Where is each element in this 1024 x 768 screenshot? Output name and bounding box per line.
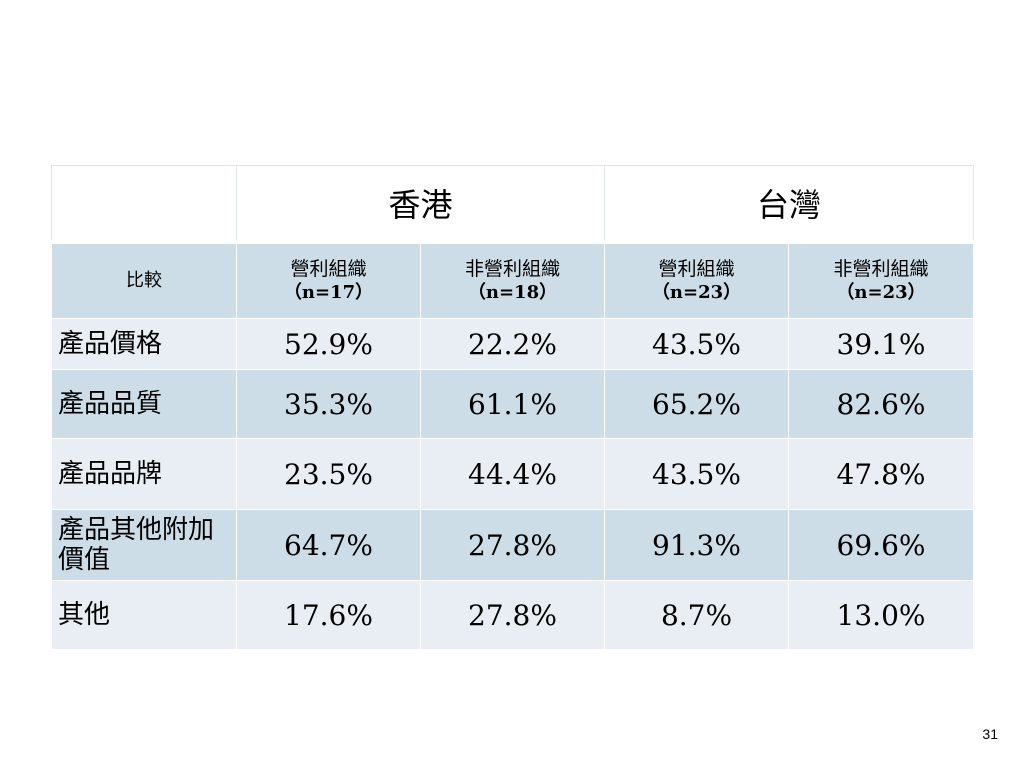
row-label: 產品品質 [51, 369, 237, 439]
region-taiwan: 台灣 [604, 165, 975, 243]
compare-label: 比較 [51, 240, 237, 319]
column-header: 營利組織 （n=23） [604, 240, 790, 319]
column-header-row: 比較 營利組織 （n=17） 非營利組織 （n=18） 營利組織 （n=23） … [51, 240, 975, 319]
row-label: 其他 [51, 580, 237, 650]
page-number: 31 [982, 726, 998, 742]
table-cell: 65.2% [604, 369, 790, 439]
region-hong-kong: 香港 [235, 165, 606, 243]
row-label: 產品其他附加價值 [51, 509, 237, 581]
table-row: 其他 17.6% 27.8% 8.7% 13.0% [51, 580, 975, 650]
column-header-label: 非營利組織 [833, 258, 929, 280]
table-cell: 47.8% [788, 438, 975, 510]
comparison-table: 香港 台灣 比較 營利組織 （n=17） 非營利組織 （n=18） 營利組織 （… [51, 165, 975, 650]
column-header-n: （n=18） [467, 282, 558, 303]
column-header: 非營利組織 （n=18） [419, 240, 606, 319]
corner-cell [51, 165, 237, 243]
table-cell: 43.5% [604, 438, 790, 510]
table-cell: 61.1% [419, 369, 606, 439]
table-cell: 39.1% [788, 318, 975, 370]
column-header-n: （n=23） [836, 282, 926, 303]
table-cell: 43.5% [604, 318, 790, 370]
table-cell: 27.8% [419, 580, 606, 650]
column-header-n: （n=23） [651, 282, 742, 303]
table-row: 產品其他附加價值 64.7% 27.8% 91.3% 69.6% [51, 509, 975, 581]
table-cell: 23.5% [236, 438, 421, 510]
table-cell: 91.3% [604, 509, 790, 581]
table-cell: 8.7% [604, 580, 790, 650]
table-row: 產品價格 52.9% 22.2% 43.5% 39.1% [51, 318, 975, 370]
table-cell: 52.9% [236, 318, 421, 370]
table-row: 產品品質 35.3% 61.1% 65.2% 82.6% [51, 369, 975, 439]
table-cell: 44.4% [419, 438, 606, 510]
table-row: 產品品牌 23.5% 44.4% 43.5% 47.8% [51, 438, 975, 510]
row-label: 產品價格 [51, 318, 237, 370]
table-cell: 17.6% [236, 580, 421, 650]
column-header-label: 非營利組織 [465, 258, 561, 280]
region-header-row: 香港 台灣 [51, 165, 975, 243]
table-cell: 69.6% [788, 509, 975, 581]
table-cell: 22.2% [419, 318, 606, 370]
column-header: 營利組織 （n=17） [236, 240, 421, 319]
column-header-n: （n=17） [283, 282, 374, 303]
column-header-label: 營利組織 [290, 258, 367, 280]
column-header-label: 營利組織 [658, 258, 735, 280]
column-header: 非營利組織 （n=23） [788, 240, 975, 319]
table-cell: 82.6% [788, 369, 975, 439]
table-cell: 64.7% [236, 509, 421, 581]
table-cell: 35.3% [236, 369, 421, 439]
table-cell: 13.0% [788, 580, 975, 650]
table-cell: 27.8% [419, 509, 606, 581]
row-label: 產品品牌 [51, 438, 237, 510]
